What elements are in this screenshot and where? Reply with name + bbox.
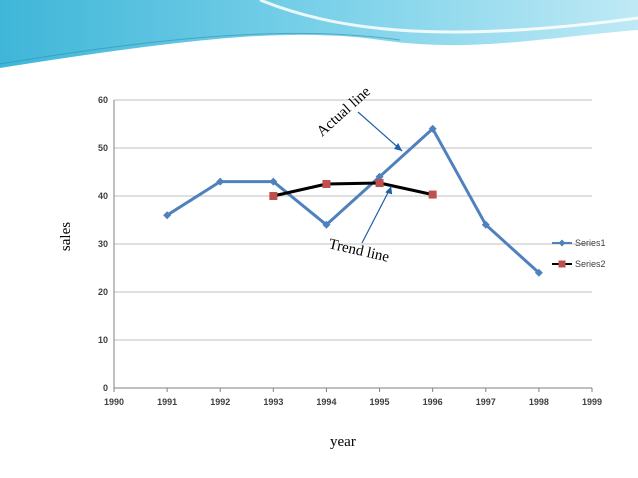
annotations: Actual line Trend line xyxy=(314,85,403,266)
data-point xyxy=(163,211,172,220)
data-point xyxy=(216,177,225,186)
data-point xyxy=(428,124,437,133)
line-chart: 0 10 20 30 40 50 60 1990 1991 1992 1993 1994 1995 199… xyxy=(98,85,606,407)
arrowhead xyxy=(394,143,403,151)
x-tick-label: 1991 xyxy=(157,397,177,407)
x-tick-label: 1995 xyxy=(370,397,390,407)
chart-area: 0 10 20 30 40 50 60 1990 1991 1992 1993 1994 1995 199… xyxy=(62,85,622,430)
y-tick-label: 0 xyxy=(103,383,108,393)
series-group xyxy=(163,124,543,277)
x-tick-label: 1998 xyxy=(529,397,549,407)
data-point xyxy=(428,190,437,199)
series-line xyxy=(166,127,540,274)
x-axis-title: year xyxy=(330,434,356,450)
data-point xyxy=(269,177,278,186)
legend-label: Series1 xyxy=(575,238,606,248)
slide-header-decoration xyxy=(0,0,638,72)
data-point xyxy=(481,220,490,229)
axes: 0 10 20 30 40 50 60 1990 1991 1992 1993 1994 1995 199… xyxy=(98,95,602,407)
annotation-arrow xyxy=(361,186,392,244)
x-tick-label: 1992 xyxy=(210,397,230,407)
legend-item: Series1 xyxy=(552,238,606,248)
data-point xyxy=(534,268,543,277)
annotation-trend-line: Trend line xyxy=(327,236,391,266)
data-point xyxy=(375,172,384,181)
data-point xyxy=(322,220,331,229)
y-tick-label: 40 xyxy=(98,191,108,201)
x-tick-label: 1997 xyxy=(476,397,496,407)
annotation-arrow xyxy=(357,111,403,152)
y-tick-label: 50 xyxy=(98,143,108,153)
y-tick-label: 20 xyxy=(98,287,108,297)
x-tick-label: 1990 xyxy=(104,397,124,407)
legend-marker xyxy=(558,260,566,268)
gridlines xyxy=(114,99,592,389)
legend-label: Series2 xyxy=(575,259,606,269)
x-tick-label: 1996 xyxy=(423,397,443,407)
annotation-actual-line: Actual line xyxy=(314,85,374,140)
series-line xyxy=(272,181,434,198)
y-tick-label: 30 xyxy=(98,239,108,249)
legend-marker xyxy=(558,239,566,247)
y-axis-title: sales xyxy=(58,221,75,252)
legend: Series1 Series2 xyxy=(552,238,606,269)
y-tick-label: 10 xyxy=(98,335,108,345)
data-point xyxy=(322,180,331,188)
series-2 xyxy=(269,179,437,200)
y-tick-label: 60 xyxy=(98,95,108,105)
x-tick-label: 1993 xyxy=(263,397,283,407)
legend-item: Series2 xyxy=(552,259,606,269)
arrowhead xyxy=(385,186,393,195)
x-tick-label: 1999 xyxy=(582,397,602,407)
data-point xyxy=(375,179,384,188)
series-1 xyxy=(163,124,543,277)
x-tick-label: 1994 xyxy=(316,397,336,407)
data-point xyxy=(269,192,278,200)
